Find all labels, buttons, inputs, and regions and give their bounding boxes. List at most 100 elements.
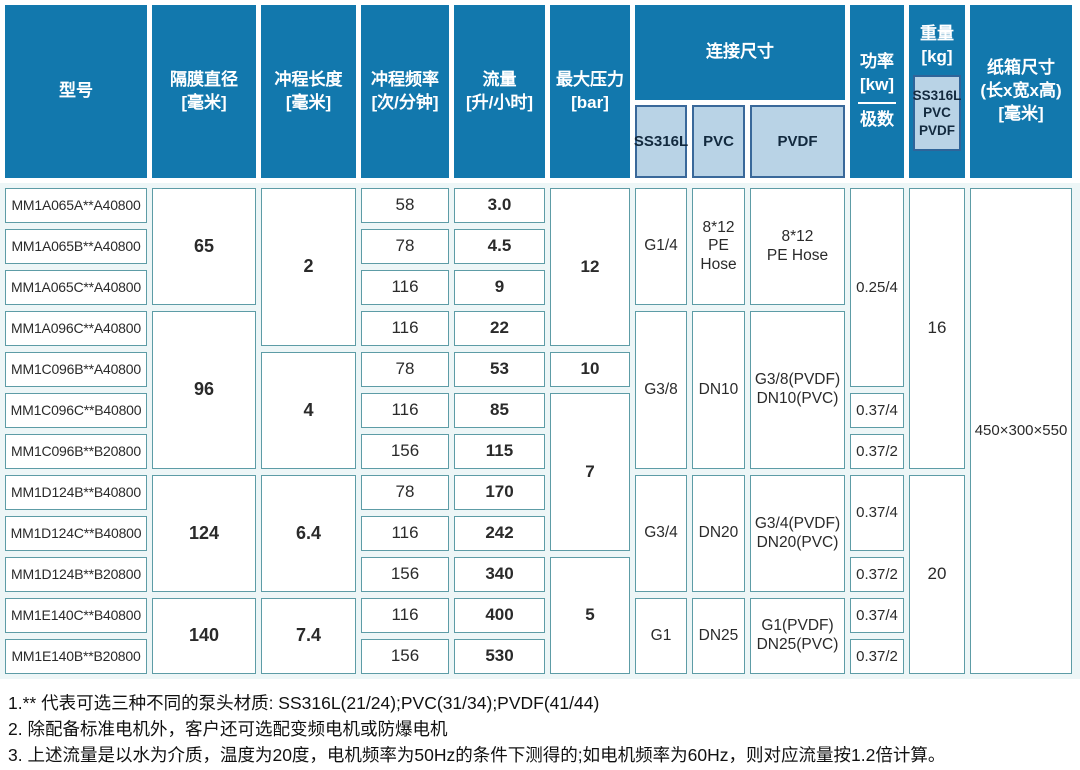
model-cell: MM1D124C**B40800 <box>5 516 147 551</box>
column-diaphragm: 隔膜直径 [毫米] 65 96 124 140 <box>152 5 256 674</box>
weight-cells: 16 20 <box>909 188 965 674</box>
frequency-cell: 156 <box>361 557 449 592</box>
model-cell: MM1E140B**B20800 <box>5 639 147 674</box>
power-cell: 0.25/4 <box>850 188 904 387</box>
column-header-label: 流量 <box>482 69 517 89</box>
carton-cells: 450×300×550 <box>970 188 1072 674</box>
model-cell: MM1A065B**A40800 <box>5 229 147 264</box>
connection-pvdf-cell: G1(PVDF) DN25(PVC) <box>750 598 845 674</box>
column-header-connection: 连接尺寸 <box>635 5 845 100</box>
model-cell: MM1E140C**B40800 <box>5 598 147 633</box>
model-cell: MM1D124B**B20800 <box>5 557 147 592</box>
connection-pvdf-cell: 8*12 PE Hose <box>750 188 845 305</box>
column-weight: 重量 [kg] SS316L PVC PVDF 16 20 <box>909 5 965 674</box>
pressure-cell: 12 <box>550 188 630 346</box>
stroke-length-cell: 6.4 <box>261 475 356 592</box>
power-cell: 0.37/2 <box>850 639 904 674</box>
connection-ss316l-cell: G3/4 <box>635 475 687 592</box>
column-header-label: 纸箱尺寸 <box>987 58 1055 78</box>
column-header-label: 冲程长度 <box>274 69 343 89</box>
column-header-unit: [bar] <box>571 92 609 112</box>
column-header-label: 型号 <box>59 81 93 101</box>
frequency-cell: 78 <box>361 475 449 510</box>
stroke-length-cell: 2 <box>261 188 356 346</box>
model-cell: MM1A065A**A40800 <box>5 188 147 223</box>
power-cell: 0.37/4 <box>850 475 904 551</box>
column-header-unit: [kw] <box>860 75 894 95</box>
connection-pvc-cell: DN20 <box>692 475 745 592</box>
model-cell: MM1C096C**B40800 <box>5 393 147 428</box>
column-header-label: 冲程频率 <box>371 69 439 89</box>
column-header-unit: [升/小时] <box>465 92 534 112</box>
model-cells: MM1A065A**A40800 MM1A065B**A40800 MM1A065C… <box>5 188 147 674</box>
power-cells: 0.25/4 0.37/4 0.37/2 0.37/4 0.37/2 0.37/4 0.37… <box>850 188 904 674</box>
column-header-diaphragm: 隔膜直径 [毫米] <box>152 5 256 178</box>
subheader-pvc: PVC <box>692 105 745 178</box>
column-header-label: 重量 <box>920 24 954 43</box>
frequency-cell: 58 <box>361 188 449 223</box>
connection-pvc-cells: 8*12 PE Hose DN10 DN20 DN25 <box>692 188 745 674</box>
model-cell: MM1A065C**A40800 <box>5 270 147 305</box>
connection-ss316l-cell: G1 <box>635 598 687 674</box>
column-header-poles-label: 极数 <box>860 109 894 129</box>
frequency-cell: 116 <box>361 516 449 551</box>
column-stroke-length: 冲程长度 [毫米] 2 4 6.4 7.4 <box>261 5 356 674</box>
frequency-cell: 116 <box>361 598 449 633</box>
power-cell: 0.37/2 <box>850 434 904 469</box>
column-header-flow: 流量 [升/小时] <box>454 5 545 178</box>
pressure-cell: 5 <box>550 557 630 674</box>
column-header-label: 功率 <box>860 52 894 72</box>
frequency-cell: 78 <box>361 352 449 387</box>
column-carton: 纸箱尺寸 (长x宽x高) [毫米] 450×300×550 <box>970 5 1072 674</box>
power-cell: 0.37/4 <box>850 393 904 428</box>
flow-cell: 242 <box>454 516 545 551</box>
diaphragm-cell: 65 <box>152 188 256 305</box>
column-header-unit: [毫米] <box>285 92 332 112</box>
stroke-length-cells: 2 4 6.4 7.4 <box>261 188 356 674</box>
column-header-stroke-frequency: 冲程频率 [次/分钟] <box>361 5 449 178</box>
column-header-label: 最大压力 <box>556 69 624 89</box>
flow-cell: 115 <box>454 434 545 469</box>
flow-cell: 9 <box>454 270 545 305</box>
column-max-pressure: 最大压力 [bar] 12 10 7 5 <box>550 5 630 674</box>
pressure-cell: 10 <box>550 352 630 387</box>
diaphragm-cell: 124 <box>152 475 256 592</box>
connection-pvc-cell: DN25 <box>692 598 745 674</box>
frequency-cell: 78 <box>361 229 449 264</box>
footnote-1: 1.** 代表可选三种不同的泵头材质: SS316L(21/24);PVC(31… <box>8 693 600 713</box>
column-header-carton: 纸箱尺寸 (长x宽x高) [毫米] <box>970 5 1072 178</box>
column-header-weight: 重量 [kg] SS316L PVC PVDF <box>909 5 965 178</box>
flow-cell: 22 <box>454 311 545 346</box>
power-cell: 0.37/2 <box>850 557 904 592</box>
column-header-unit: [毫米] <box>181 92 227 112</box>
column-header-stroke-length: 冲程长度 [毫米] <box>261 5 356 178</box>
column-model: 型号 MM1A065A**A40800 MM1A065B**A40800 MM1A0… <box>5 5 147 674</box>
diaphragm-cells: 65 96 124 140 <box>152 188 256 674</box>
weight-materials-subheader: SS316L PVC PVDF <box>913 74 961 151</box>
model-cell: MM1D124B**B40800 <box>5 475 147 510</box>
frequency-cell: 156 <box>361 639 449 674</box>
weight-cell: 16 <box>909 188 965 469</box>
stroke-length-cell: 4 <box>261 352 356 469</box>
column-header-unit: [kg] <box>921 46 953 66</box>
footnotes: 1.** 代表可选三种不同的泵头材质: SS316L(21/24);PVC(31… <box>8 690 945 768</box>
column-header-max-pressure: 最大压力 [bar] <box>550 5 630 178</box>
flow-cell: 53 <box>454 352 545 387</box>
connection-pvdf-cells: 8*12 PE Hose G3/8(PVDF) DN10(PVC) G3/4(PVD… <box>750 188 845 674</box>
pressure-cell: 7 <box>550 393 630 551</box>
column-power: 功率 [kw] 极数 0.25/4 0.37/4 0.37/2 0.37/4 0.37/… <box>850 5 904 674</box>
subheader-pvdf: PVDF <box>750 105 845 178</box>
flow-cell: 170 <box>454 475 545 510</box>
footnote-3: 3. 上述流量是以水为介质，温度为20度，电机频率为50Hz的条件下测得的;如电… <box>8 745 946 765</box>
column-header-dimensions-label: (长x宽x高) <box>980 81 1062 101</box>
model-cell: MM1C096B**A40800 <box>5 352 147 387</box>
column-header-unit: [次/分钟] <box>371 92 439 112</box>
column-stroke-frequency: 冲程频率 [次/分钟] 58 78 116 116 78 116 156 78 116 156 11… <box>361 5 449 674</box>
column-group-connection: 连接尺寸 SS316L PVC PVDF G1/4 G3/8 G3/4 G1 8*12… <box>634 5 845 674</box>
connection-ss316l-cell: G1/4 <box>635 188 687 305</box>
column-header-label: 隔膜直径 <box>170 69 238 89</box>
connection-body: G1/4 G3/8 G3/4 G1 8*12 PE Hose DN10 DN20 DN25 … <box>635 188 845 674</box>
frequency-cells: 58 78 116 116 78 116 156 78 116 156 116 156 <box>361 188 449 674</box>
frequency-cell: 116 <box>361 393 449 428</box>
